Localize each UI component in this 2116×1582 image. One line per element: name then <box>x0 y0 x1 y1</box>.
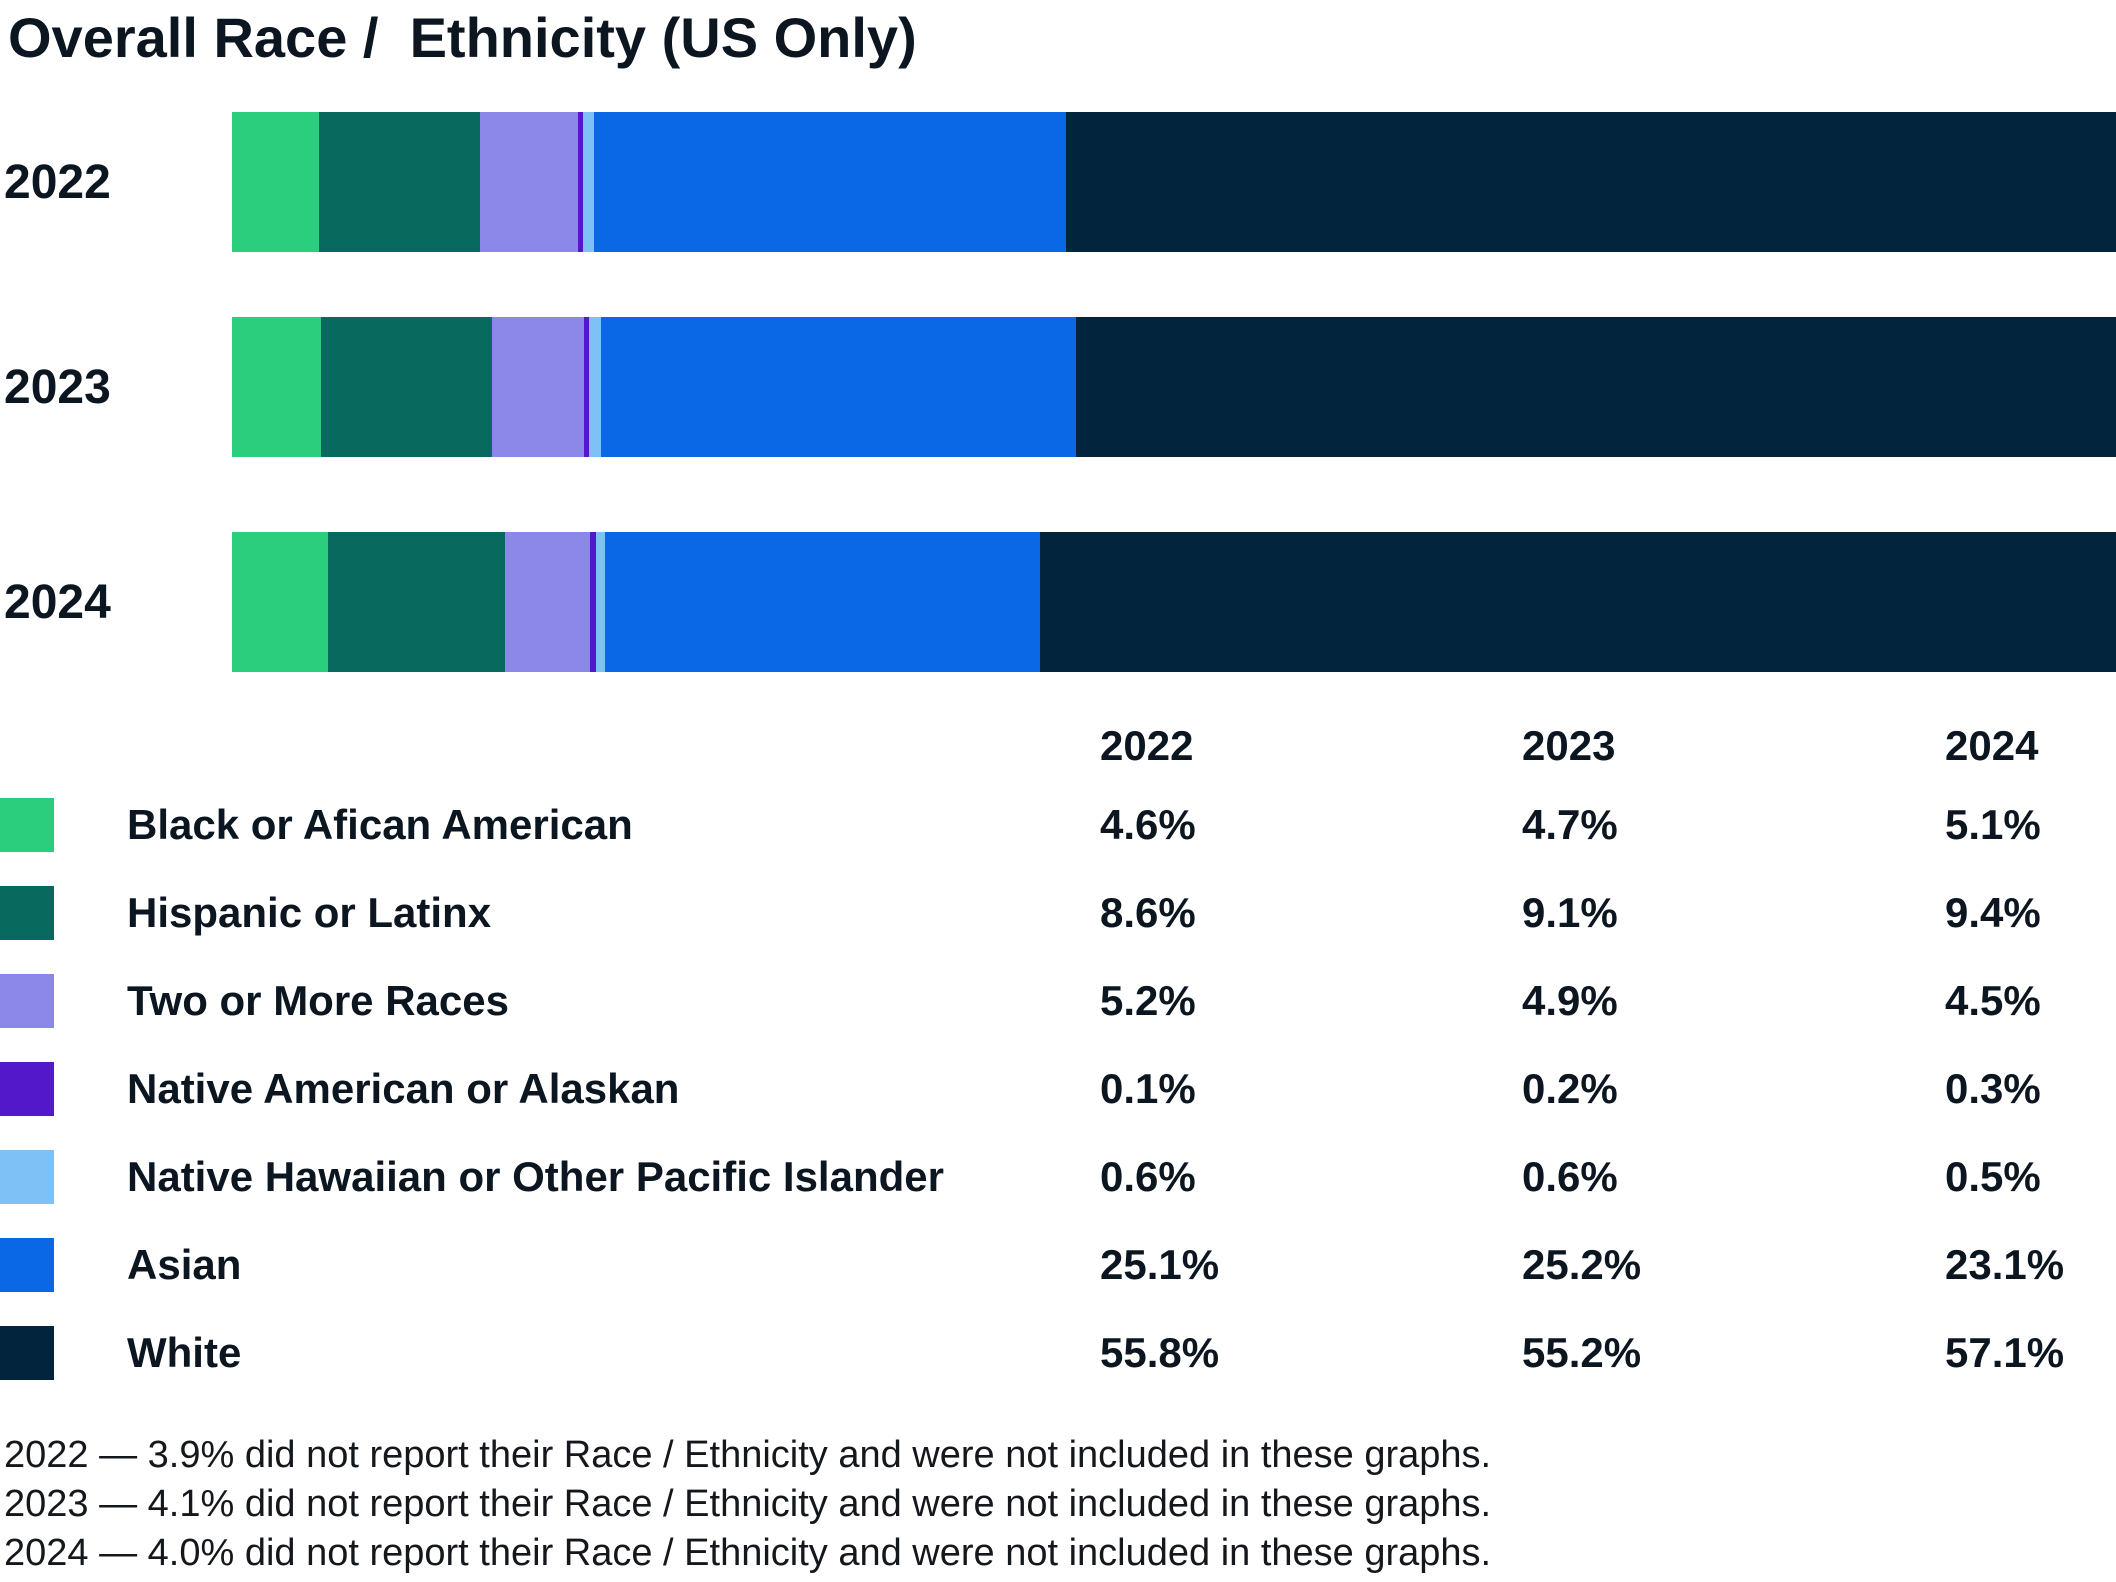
value-2022: 0.6% <box>1100 1153 1196 1200</box>
value-2024: 9.4% <box>1945 889 2041 936</box>
table-row: White 55.8% 55.2% 57.1% <box>0 1309 2116 1397</box>
value-2023: 4.7% <box>1522 801 1618 848</box>
bar-segment <box>320 317 493 457</box>
bar-segment <box>480 112 579 252</box>
bar-segment <box>589 532 596 672</box>
value-2022: 5.2% <box>1100 977 1196 1024</box>
value-2023: 4.9% <box>1522 977 1618 1024</box>
value-2024: 0.3% <box>1945 1065 2041 1112</box>
value-2022: 8.6% <box>1100 889 1196 936</box>
bar-segment <box>505 532 590 672</box>
value-2022: 25.1% <box>1100 1241 1220 1288</box>
footnote-2024: 2024 — 4.0% did not report their Race / … <box>4 1532 1492 1574</box>
legend-label: Two or More Races <box>127 977 509 1024</box>
legend-label: Black or Afican American <box>127 801 633 848</box>
bar-segment <box>232 317 321 457</box>
legend-label: Native Hawaiian or Other Pacific Islande… <box>127 1153 944 1200</box>
table-row: Native Hawaiian or Other Pacific Islande… <box>0 1133 2116 1221</box>
table-row: Two or More Races 5.2% 4.9% 4.5% <box>0 957 2116 1045</box>
value-2024: 23.1% <box>1945 1241 2065 1288</box>
value-2023: 25.2% <box>1522 1241 1642 1288</box>
value-2022: 55.8% <box>1100 1329 1220 1376</box>
table-header-2023: 2023 <box>1522 722 1616 769</box>
legend-swatch-asian <box>0 1238 54 1292</box>
bar-segment <box>600 317 1076 457</box>
legend-swatch-two-or-more-races <box>0 974 54 1028</box>
value-2022: 4.6% <box>1100 801 1196 848</box>
value-2024: 5.1% <box>1945 801 2041 848</box>
bar-segment <box>583 112 595 252</box>
bar-segment <box>232 112 319 252</box>
footnotes: 2022 — 3.9% did not report their Race / … <box>4 1431 2116 1578</box>
table-header-row: 2022 2023 2024 <box>0 712 2116 780</box>
value-2024: 0.5% <box>1945 1153 2041 1200</box>
bar-segment <box>584 317 590 457</box>
footnote-2023: 2023 — 4.1% did not report their Race / … <box>4 1483 1492 1525</box>
table-header-2024: 2024 <box>1945 722 2039 769</box>
bar-segment <box>492 317 585 457</box>
bar-label-2022: 2022 <box>4 155 111 209</box>
bar-segment <box>328 532 506 672</box>
table-row: Black or Afican American 4.6% 4.7% 5.1% <box>0 781 2116 869</box>
legend-label: Asian <box>127 1241 242 1288</box>
legend-swatch-native-american-or-alaskan <box>0 1062 54 1116</box>
legend-label: Hispanic or Latinx <box>127 889 492 936</box>
value-2022: 0.1% <box>1100 1065 1196 1112</box>
chart-title: Overall Race / Ethnicity (US Only) <box>8 6 917 69</box>
value-2024: 4.5% <box>1945 977 2041 1024</box>
legend-swatch-native-hawaiian-or-other-pacific-islander <box>0 1150 54 1204</box>
legend-label: White <box>127 1329 242 1376</box>
bar-segment <box>1066 112 2116 252</box>
value-2023: 55.2% <box>1522 1329 1642 1376</box>
bar-segment <box>1040 532 2116 672</box>
bar-segment <box>589 317 601 457</box>
bar-segment <box>594 112 1067 252</box>
bar-label-2023: 2023 <box>4 360 111 414</box>
value-2023: 9.1% <box>1522 889 1618 936</box>
value-2023: 0.2% <box>1522 1065 1618 1112</box>
bar-segment <box>318 112 481 252</box>
table-row: Asian 25.1% 25.2% 23.1% <box>0 1221 2116 1309</box>
bar-segment <box>605 532 1041 672</box>
value-2023: 0.6% <box>1522 1153 1618 1200</box>
bar-segment <box>1075 317 2116 457</box>
footnote-2022: 2022 — 3.9% did not report their Race / … <box>4 1434 1492 1476</box>
bar-segment <box>595 532 606 672</box>
table-row: Hispanic or Latinx 8.6% 9.1% 9.4% <box>0 869 2116 957</box>
stacked-bar-2023 <box>232 317 2116 457</box>
value-2024: 57.1% <box>1945 1329 2065 1376</box>
bar-segment <box>232 532 329 672</box>
legend-label: Native American or Alaskan <box>127 1065 680 1112</box>
table-header-2022: 2022 <box>1100 722 1194 769</box>
legend-table: Black or Afican American 4.6% 4.7% 5.1% … <box>0 781 2116 1397</box>
bar-segment <box>578 112 584 252</box>
table-row: Native American or Alaskan 0.1% 0.2% 0.3… <box>0 1045 2116 1133</box>
stacked-bar-2024 <box>232 532 2116 672</box>
legend-swatch-black-or-afican-american <box>0 798 54 852</box>
legend-swatch-white <box>0 1326 54 1380</box>
legend-swatch-hispanic-or-latinx <box>0 886 54 940</box>
stacked-bar-2022 <box>232 112 2116 252</box>
bar-label-2024: 2024 <box>4 575 111 629</box>
